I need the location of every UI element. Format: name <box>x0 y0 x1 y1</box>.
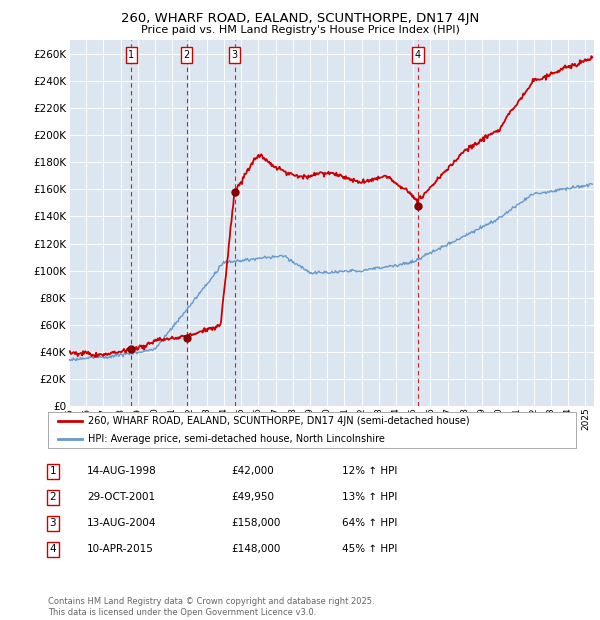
Text: 260, WHARF ROAD, EALAND, SCUNTHORPE, DN17 4JN (semi-detached house): 260, WHARF ROAD, EALAND, SCUNTHORPE, DN1… <box>88 417 469 427</box>
Text: 29-OCT-2001: 29-OCT-2001 <box>87 492 155 502</box>
Text: £158,000: £158,000 <box>231 518 280 528</box>
Text: 10-APR-2015: 10-APR-2015 <box>87 544 154 554</box>
Text: 3: 3 <box>232 50 238 60</box>
Text: Contains HM Land Registry data © Crown copyright and database right 2025.
This d: Contains HM Land Registry data © Crown c… <box>48 598 374 617</box>
Text: Price paid vs. HM Land Registry's House Price Index (HPI): Price paid vs. HM Land Registry's House … <box>140 25 460 35</box>
Text: 1: 1 <box>128 50 134 60</box>
Text: £49,950: £49,950 <box>231 492 274 502</box>
Text: 4: 4 <box>49 544 56 554</box>
Text: 13% ↑ HPI: 13% ↑ HPI <box>342 492 397 502</box>
Text: 45% ↑ HPI: 45% ↑ HPI <box>342 544 397 554</box>
Text: 2: 2 <box>184 50 190 60</box>
Text: 3: 3 <box>49 518 56 528</box>
Text: 13-AUG-2004: 13-AUG-2004 <box>87 518 157 528</box>
Text: HPI: Average price, semi-detached house, North Lincolnshire: HPI: Average price, semi-detached house,… <box>88 433 385 444</box>
Text: 14-AUG-1998: 14-AUG-1998 <box>87 466 157 476</box>
Text: £148,000: £148,000 <box>231 544 280 554</box>
Text: £42,000: £42,000 <box>231 466 274 476</box>
Text: 4: 4 <box>415 50 421 60</box>
Text: 12% ↑ HPI: 12% ↑ HPI <box>342 466 397 476</box>
Text: 2: 2 <box>49 492 56 502</box>
Text: 1: 1 <box>49 466 56 476</box>
Text: 64% ↑ HPI: 64% ↑ HPI <box>342 518 397 528</box>
Text: 260, WHARF ROAD, EALAND, SCUNTHORPE, DN17 4JN: 260, WHARF ROAD, EALAND, SCUNTHORPE, DN1… <box>121 12 479 25</box>
